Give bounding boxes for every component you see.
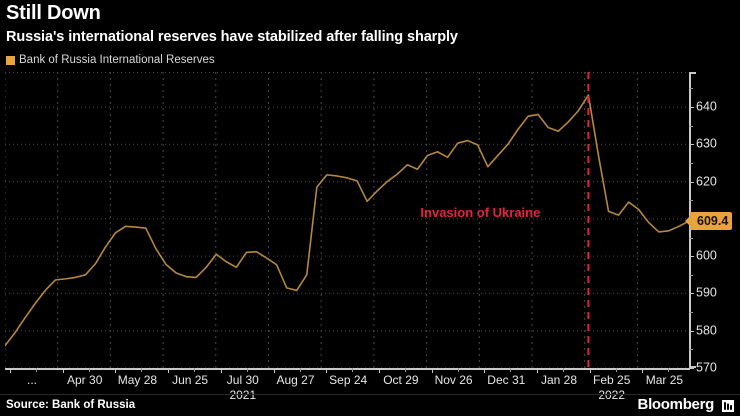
- y-tick-label: 630: [696, 136, 717, 151]
- x-tick-minor: [615, 368, 617, 372]
- x-tick-minor: [36, 368, 37, 372]
- x-tick: [62, 368, 64, 373]
- y-tick: [689, 256, 694, 258]
- y-tick-label: 570: [696, 360, 717, 375]
- x-tick-label: Jan 28: [540, 373, 578, 387]
- x-tick-label: Nov 26: [434, 373, 473, 387]
- x-tick: [537, 368, 538, 373]
- y-tick: [689, 368, 694, 369]
- x-axis-year-label: 2022: [598, 388, 626, 402]
- x-tick-label: May 28: [117, 373, 158, 387]
- y-tick-minor: [689, 88, 693, 90]
- x-tick-minor: [668, 368, 670, 372]
- x-tick-minor: [352, 368, 354, 372]
- x-tick-label: Feb 25: [593, 373, 631, 387]
- y-tick: [689, 181, 694, 183]
- x-tick: [484, 368, 486, 373]
- y-axis-cap-top: [689, 72, 696, 74]
- x-tick-minor: [141, 368, 143, 372]
- x-tick-label: Sep 24: [329, 373, 368, 387]
- x-tick-label: Dec 31: [487, 373, 526, 387]
- x-tick: [589, 368, 591, 373]
- x-tick-minor: [510, 368, 512, 372]
- x-tick: [326, 368, 328, 373]
- y-axis-cap-bottom: [689, 366, 696, 368]
- line-chart-svg: [5, 72, 689, 368]
- x-tick-label: Oct 29: [383, 373, 419, 387]
- y-tick-minor: [689, 237, 693, 239]
- y-tick-minor: [689, 125, 693, 127]
- y-tick-minor: [689, 349, 693, 351]
- source-note: Source: Bank of Russia: [6, 399, 136, 411]
- y-tick-label: 640: [696, 99, 717, 114]
- x-tick: [220, 368, 222, 373]
- page-title: Still Down: [6, 2, 101, 24]
- x-tick: [10, 368, 11, 373]
- y-tick: [689, 107, 694, 108]
- x-tick-minor: [194, 368, 196, 372]
- x-tick-label: Aug 27: [276, 373, 315, 387]
- current-value-badge: 609.4: [690, 212, 733, 231]
- page-subtitle: Russia's international reserves have sta…: [6, 29, 458, 45]
- x-tick-minor: [299, 368, 301, 372]
- plot-area: [5, 72, 689, 368]
- x-tick-minor: [246, 368, 248, 372]
- x-tick: [378, 368, 380, 373]
- y-tick: [689, 144, 694, 146]
- brand-label: Bloomberg: [637, 396, 715, 413]
- x-tick: [168, 368, 170, 373]
- x-axis-line: [5, 368, 690, 370]
- x-tick-minor: [563, 368, 564, 372]
- x-tick-minor: [88, 368, 90, 372]
- x-axis: ... Apr 30 May 28 Jun 25 Jul 30 Aug 27 Sep 24 O…: [5, 368, 690, 402]
- y-tick-label: 580: [696, 323, 717, 338]
- x-tick: [642, 368, 644, 373]
- x-tick-label: Mar 25: [645, 373, 684, 387]
- x-tick-label: Apr 30: [67, 373, 103, 387]
- y-tick-minor: [689, 162, 693, 164]
- x-tick-label: Jun 25: [172, 373, 209, 387]
- x-tick-label: Jul 30: [226, 373, 259, 387]
- y-axis: 570 580 590 600 620 630 640 609.4: [689, 68, 740, 375]
- y-tick-label: 590: [696, 285, 717, 300]
- y-tick-label: 600: [696, 248, 717, 263]
- y-tick-label: 620: [696, 174, 717, 189]
- chart-legend: Bank of Russia International Reserves: [6, 54, 215, 66]
- invasion-annotation: Invasion of Ukraine: [420, 205, 541, 220]
- x-axis-year-label: 2021: [229, 388, 257, 402]
- data-series: [5, 94, 689, 347]
- y-tick-minor: [689, 200, 693, 202]
- x-tick: [115, 368, 117, 373]
- legend-swatch-icon: [6, 55, 15, 65]
- x-tick-label: ...: [26, 373, 38, 387]
- footer-divider: [0, 394, 740, 395]
- legend-label: Bank of Russia International Reserves: [19, 54, 215, 66]
- x-tick: [273, 368, 275, 373]
- x-tick: [431, 368, 433, 373]
- gridlines: [5, 72, 689, 368]
- x-tick-minor: [457, 368, 459, 372]
- y-tick-minor: [689, 312, 693, 314]
- y-tick: [689, 330, 694, 332]
- bloomberg-logo-icon: [722, 400, 734, 412]
- x-tick-minor: [404, 368, 406, 372]
- y-tick: [689, 293, 694, 295]
- y-tick-minor: [689, 274, 693, 276]
